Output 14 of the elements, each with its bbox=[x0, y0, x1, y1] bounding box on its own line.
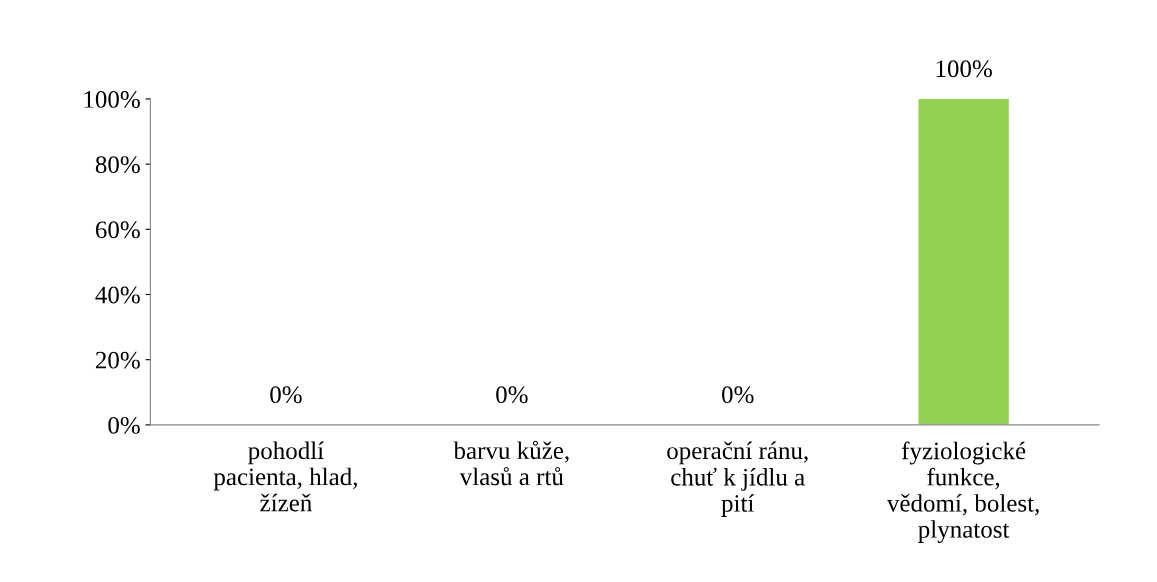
x-tick-label: barvu kůže, vlasů a rtů bbox=[453, 440, 569, 486]
data-label: 0% bbox=[722, 386, 754, 404]
y-tick-label: 60% bbox=[95, 221, 140, 239]
y-tick-label: 100% bbox=[84, 90, 140, 108]
data-label: 0% bbox=[496, 386, 528, 404]
y-tick-label: 80% bbox=[95, 156, 140, 174]
y-tick-label: 20% bbox=[95, 351, 140, 369]
data-label: 0% bbox=[270, 386, 302, 404]
y-tick-label: 0% bbox=[108, 416, 140, 434]
x-tick-label: operační ránu, chuť k jídlu a pití bbox=[667, 441, 808, 517]
y-tick-label: 40% bbox=[95, 286, 140, 304]
x-tick-label: fyziologické funkce, vědomí, bolest, plynatost bbox=[886, 441, 1039, 544]
data-label: 100% bbox=[936, 60, 992, 78]
x-tick-label: pohodlí pacienta, hlad, žízeň bbox=[213, 441, 357, 512]
